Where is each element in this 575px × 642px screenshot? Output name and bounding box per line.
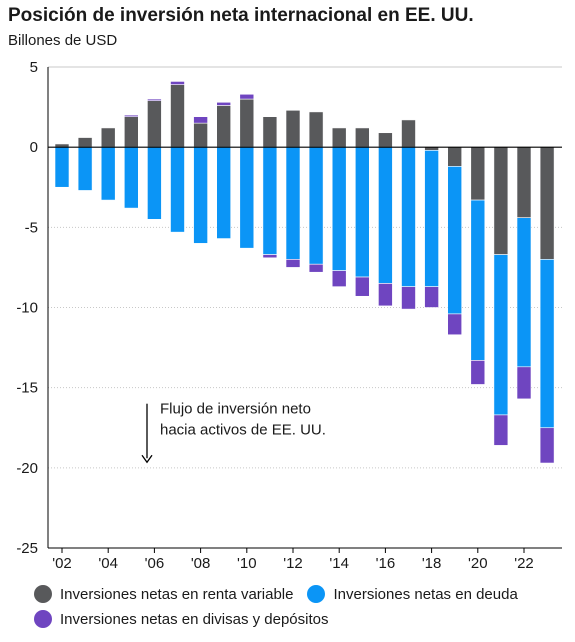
bar-equity-2017 <box>401 119 416 148</box>
x-tick-label: '02 <box>52 555 72 572</box>
legend-item-equity: Inversiones netas en renta variable <box>34 585 293 603</box>
bar-debt-2017 <box>401 146 416 287</box>
bar-debt-2011 <box>262 146 278 255</box>
chart-subtitle: Billones de USD <box>8 32 118 49</box>
annotation-line1: Flujo de inversión neto <box>160 400 311 417</box>
bar-debt-2003 <box>77 146 93 191</box>
x-tick-label: '16 <box>376 555 396 572</box>
bar-equity-2011 <box>262 116 278 148</box>
bar-debt-2014 <box>331 146 347 271</box>
bar-currency-2018 <box>424 286 439 308</box>
bar-equity-2014 <box>331 127 347 148</box>
bar-debt-2016 <box>378 146 393 284</box>
legend-item-currency: Inversiones netas en divisas y depósitos <box>34 610 328 628</box>
x-tick-label: '10 <box>237 555 257 572</box>
bar-debt-2013 <box>308 146 324 265</box>
bar-equity-2013 <box>308 111 324 148</box>
bar-debt-2012 <box>285 146 301 260</box>
legend-label-debt: Inversiones netas en deuda <box>333 585 518 603</box>
legend-label-equity: Inversiones netas en renta variable <box>60 585 294 603</box>
y-tick-label: -20 <box>16 460 38 477</box>
bar-currency-2014 <box>331 270 347 287</box>
x-tick-label: '12 <box>283 555 303 572</box>
bar-currency-2006 <box>147 98 162 101</box>
legend-swatch-currency <box>34 610 52 628</box>
bar-currency-2013 <box>308 263 324 273</box>
bar-currency-2019 <box>447 313 463 336</box>
bar-equity-2008 <box>193 122 208 148</box>
bar-currency-2016 <box>378 283 393 307</box>
bar-equity-2006 <box>147 100 162 148</box>
bar-equity-2015 <box>354 127 370 148</box>
bar-debt-2018 <box>424 150 439 287</box>
x-tick-label: '08 <box>191 555 211 572</box>
bar-currency-2009 <box>216 101 231 106</box>
bar-equity-2016 <box>378 132 393 148</box>
y-tick-label: -10 <box>16 300 38 317</box>
bar-equity-2020 <box>470 146 486 201</box>
bar-currency-2010 <box>239 93 255 100</box>
bar-equity-2023 <box>539 146 555 260</box>
bar-currency-2022 <box>516 366 532 400</box>
bar-debt-2022 <box>516 217 532 368</box>
y-tick-label: 0 <box>30 139 38 156</box>
legend-item-debt: Inversiones netas en deuda <box>307 585 518 603</box>
bar-currency-2020 <box>470 360 486 385</box>
x-tick-label: '14 <box>329 555 349 572</box>
down-arrow-icon <box>141 454 153 464</box>
y-tick-label: -15 <box>16 380 38 397</box>
y-tick-label: -5 <box>25 219 38 236</box>
x-tick-label: '22 <box>514 555 534 572</box>
bar-debt-2019 <box>447 166 463 315</box>
bar-debt-2002 <box>54 146 70 188</box>
bar-equity-2012 <box>285 109 301 148</box>
legend-label-currency: Inversiones netas en divisas y depósitos <box>60 610 329 628</box>
bar-debt-2023 <box>539 259 555 429</box>
bar-currency-2012 <box>285 259 301 268</box>
bar-debt-2020 <box>470 199 486 361</box>
bar-equity-2007 <box>170 84 185 148</box>
bar-debt-2008 <box>193 146 208 244</box>
bar-currency-2017 <box>401 286 416 310</box>
bar-equity-2022 <box>516 146 532 219</box>
bar-equity-2010 <box>239 98 255 148</box>
bar-debt-2006 <box>147 146 162 220</box>
bar-equity-2009 <box>216 105 231 148</box>
annotation-line2: hacia activos de EE. UU. <box>160 421 326 438</box>
bar-equity-2004 <box>100 127 116 148</box>
bar-currency-2007 <box>170 81 185 85</box>
bar-currency-2021 <box>493 414 509 446</box>
bar-currency-2005 <box>124 114 139 118</box>
x-tick-label: '18 <box>422 555 442 572</box>
bar-debt-2004 <box>100 146 116 201</box>
y-tick-label: -25 <box>16 540 38 557</box>
bar-debt-2021 <box>493 254 509 416</box>
chart-title: Posición de inversión neta internacional… <box>8 5 474 26</box>
legend: Inversiones netas en renta variable Inve… <box>34 582 569 632</box>
bar-debt-2009 <box>216 146 231 239</box>
bar-debt-2010 <box>239 146 255 249</box>
bar-currency-2023 <box>539 427 555 464</box>
bar-equity-2003 <box>77 137 93 148</box>
bar-debt-2005 <box>124 146 139 209</box>
x-tick-label: '04 <box>98 555 118 572</box>
bar-debt-2007 <box>170 146 185 233</box>
bar-currency-2008 <box>193 116 208 124</box>
bar-currency-2015 <box>354 276 370 297</box>
bar-debt-2015 <box>354 146 370 278</box>
bar-chart: 5 0 -5 -10 -15 -20 -25 '02 '04 '06 '08 '10 '12 '14 '16… <box>16 59 562 572</box>
bar-equity-2005 <box>124 116 139 148</box>
y-tick-label: 5 <box>30 59 38 76</box>
bar-currency-2011 <box>262 254 278 259</box>
bar-equity-2019 <box>447 146 463 167</box>
legend-swatch-equity <box>34 585 52 603</box>
x-tick-label: '06 <box>145 555 165 572</box>
x-tick-label: '20 <box>468 555 488 572</box>
bar-equity-2021 <box>493 146 509 255</box>
legend-swatch-debt <box>307 585 326 603</box>
